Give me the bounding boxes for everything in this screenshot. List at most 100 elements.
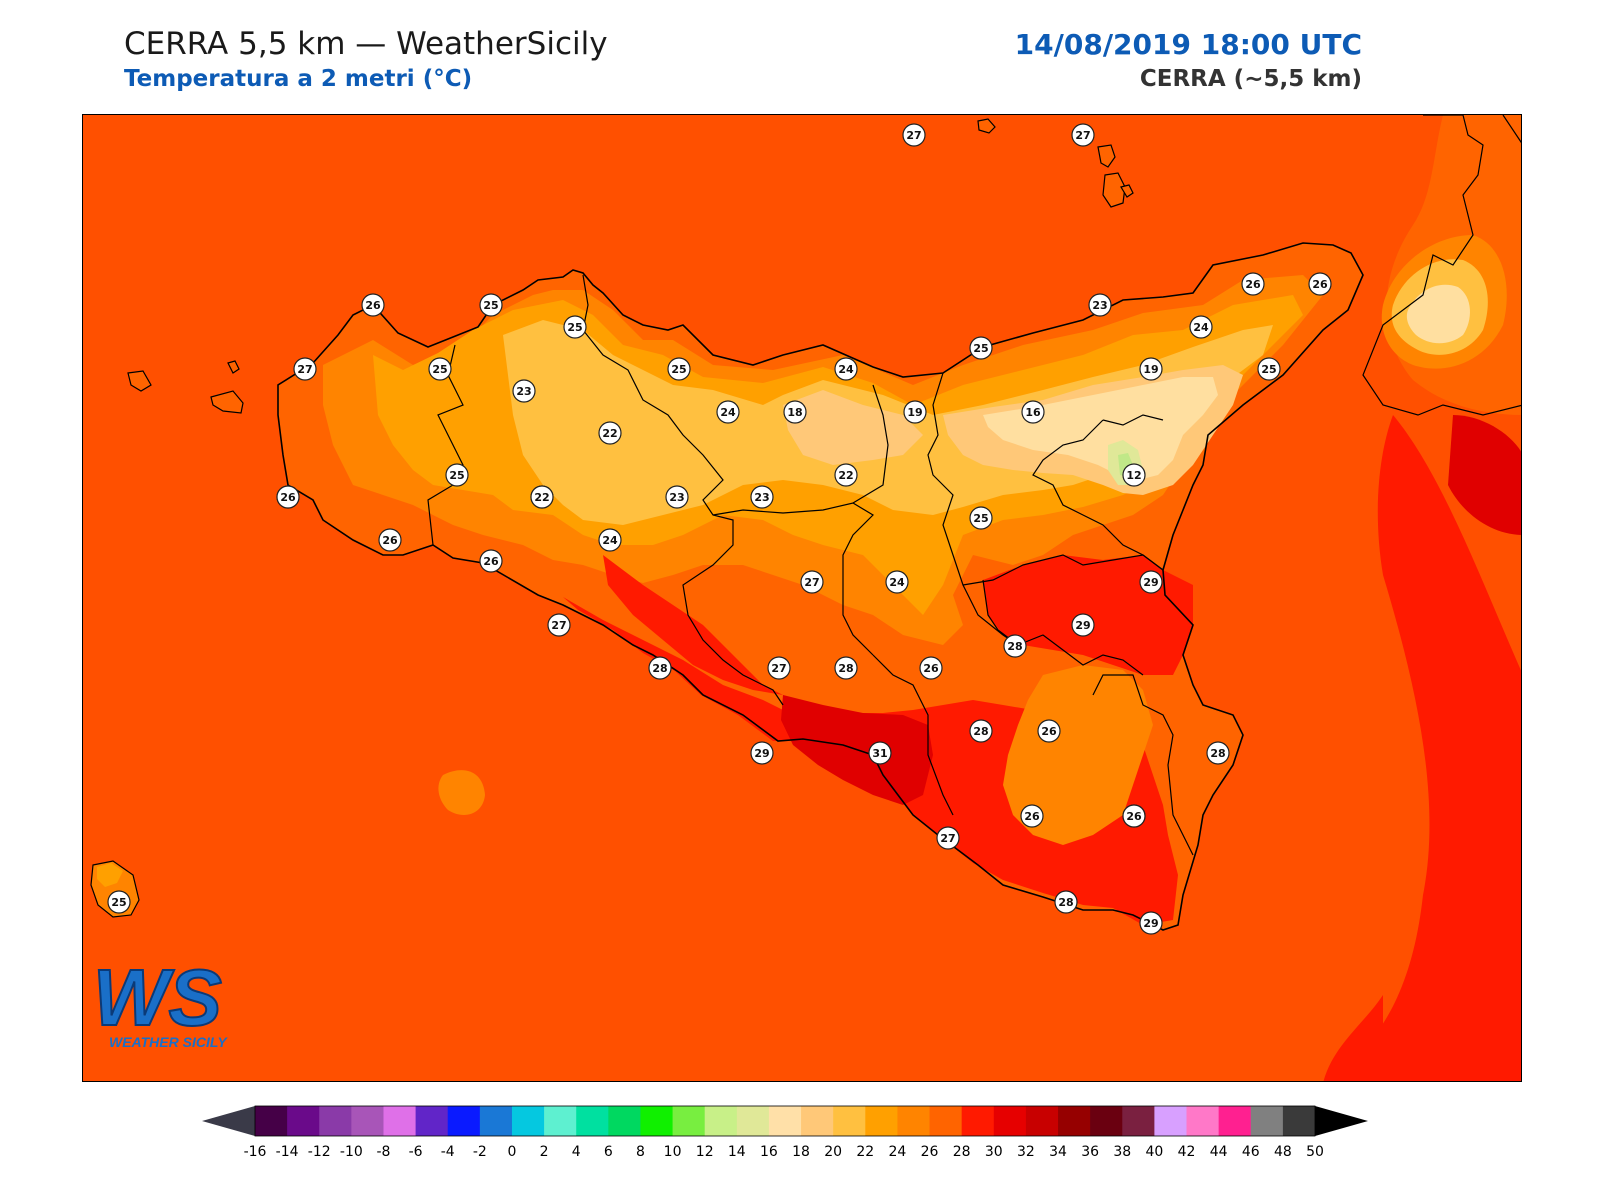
colorbar-tick-label: 34 bbox=[1049, 1144, 1067, 1160]
colorbar-segment bbox=[576, 1106, 609, 1136]
station-value: 27 bbox=[551, 619, 566, 632]
colorbar-segment bbox=[608, 1106, 641, 1136]
map-subtitle: Temperatura a 2 metri (°C) bbox=[124, 66, 473, 92]
station-marker: 26 bbox=[378, 528, 402, 552]
colorbar-tick-label: 46 bbox=[1242, 1144, 1260, 1160]
station-circle bbox=[1122, 804, 1146, 828]
station-circle bbox=[903, 400, 927, 424]
station-circle bbox=[512, 379, 536, 403]
station-value: 31 bbox=[872, 747, 887, 760]
colorbar-segment bbox=[1186, 1106, 1220, 1136]
egadi-islands bbox=[127, 360, 244, 414]
station-circle bbox=[530, 485, 554, 509]
model-label: CERRA (~5,5 km) bbox=[1139, 66, 1362, 92]
colorbar-segment bbox=[993, 1106, 1027, 1136]
colorbar-tick-label: 36 bbox=[1081, 1144, 1099, 1160]
station-value: 26 bbox=[1245, 278, 1261, 291]
station-circle bbox=[919, 656, 943, 680]
station-value: 26 bbox=[1312, 278, 1328, 291]
colorbar-segment bbox=[736, 1106, 770, 1136]
station-value: 25 bbox=[432, 363, 447, 376]
station-value: 22 bbox=[602, 427, 617, 440]
station-marker: 27 bbox=[936, 826, 960, 850]
colorbar-tick-label: 0 bbox=[508, 1144, 517, 1160]
station-circle bbox=[1088, 293, 1112, 317]
colorbar-segment bbox=[865, 1106, 898, 1136]
colorbar-segment bbox=[287, 1106, 320, 1136]
station-circle bbox=[1206, 741, 1230, 765]
station-value: 29 bbox=[1143, 576, 1158, 589]
malta-hint bbox=[1323, 995, 1383, 1081]
station-circle bbox=[293, 357, 317, 381]
station-value: 26 bbox=[1126, 810, 1142, 823]
sea-patch-24 bbox=[438, 770, 485, 815]
station-marker: 29 bbox=[1139, 911, 1163, 935]
province-borders bbox=[427, 274, 1194, 856]
colorbar-segment bbox=[1122, 1106, 1155, 1136]
station-marker: 16 bbox=[1021, 400, 1045, 424]
station-value: 19 bbox=[1143, 363, 1158, 376]
zone-28-south bbox=[563, 597, 1178, 925]
station-marker: 26 bbox=[919, 656, 943, 680]
colorbar-segment bbox=[479, 1106, 513, 1136]
station-value: 25 bbox=[973, 512, 988, 525]
colorbar-tick-label: 12 bbox=[696, 1144, 714, 1160]
station-circle bbox=[885, 570, 909, 594]
station-marker: 26 bbox=[1241, 272, 1265, 296]
colorbar-tick-label: 16 bbox=[760, 1144, 778, 1160]
station-value: 28 bbox=[1058, 896, 1073, 909]
station-value: 25 bbox=[671, 363, 686, 376]
colorbar-segment bbox=[1025, 1106, 1059, 1136]
station-value: 29 bbox=[1143, 917, 1158, 930]
station-marker: 22 bbox=[530, 485, 554, 509]
station-marker: 25 bbox=[1257, 357, 1281, 381]
station-value: 25 bbox=[1261, 363, 1276, 376]
station-value: 22 bbox=[838, 469, 853, 482]
station-circle bbox=[648, 656, 672, 680]
station-value: 26 bbox=[1024, 810, 1040, 823]
station-marker: 28 bbox=[1003, 634, 1027, 658]
station-marker: 23 bbox=[750, 485, 774, 509]
colorbar-tick-label: 32 bbox=[1017, 1144, 1035, 1160]
station-marker: 26 bbox=[361, 293, 385, 317]
colorbar-segment bbox=[961, 1106, 995, 1136]
station-value: 29 bbox=[754, 747, 769, 760]
colorbar-tick-label: -4 bbox=[441, 1144, 455, 1160]
colorbar-tick-label: 30 bbox=[985, 1144, 1003, 1160]
colorbar-over-arrow bbox=[1315, 1106, 1368, 1136]
station-circle bbox=[1020, 804, 1044, 828]
station-marker: 27 bbox=[902, 123, 926, 147]
colorbar-tick-label: 50 bbox=[1306, 1144, 1324, 1160]
station-value: 28 bbox=[973, 725, 988, 738]
station-marker: 22 bbox=[598, 421, 622, 445]
station-circle bbox=[276, 485, 300, 509]
station-circle bbox=[783, 400, 807, 424]
station-value: 28 bbox=[1210, 747, 1225, 760]
colorbar-tick-label: 48 bbox=[1274, 1144, 1292, 1160]
station-marker: 29 bbox=[1139, 570, 1163, 594]
station-value: 28 bbox=[838, 662, 853, 675]
station-value: 24 bbox=[1193, 321, 1209, 334]
station-value: 27 bbox=[771, 662, 786, 675]
station-marker: 12 bbox=[1122, 463, 1146, 487]
station-value: 27 bbox=[297, 363, 312, 376]
station-value: 28 bbox=[652, 662, 667, 675]
station-circle bbox=[834, 463, 858, 487]
station-circle bbox=[716, 400, 740, 424]
colorbar-tick-label: 44 bbox=[1210, 1144, 1228, 1160]
zone-16 bbox=[983, 377, 1218, 480]
colorbar-tick-label: -2 bbox=[473, 1144, 487, 1160]
colorbar-tick-label: 18 bbox=[792, 1144, 810, 1160]
colorbar-segment bbox=[897, 1106, 931, 1136]
station-circle bbox=[1139, 357, 1163, 381]
station-value: 25 bbox=[567, 321, 582, 334]
station-marker: 25 bbox=[479, 293, 503, 317]
station-circle bbox=[1037, 719, 1061, 743]
logo-caption: WEATHER SICILY bbox=[109, 1034, 228, 1050]
station-value: 25 bbox=[449, 469, 464, 482]
station-marker: 24 bbox=[716, 400, 740, 424]
colorbar-segment bbox=[447, 1106, 481, 1136]
colorbar-segment bbox=[640, 1106, 674, 1136]
station-marker: 24 bbox=[1189, 315, 1213, 339]
colorbar-segment bbox=[929, 1106, 963, 1136]
